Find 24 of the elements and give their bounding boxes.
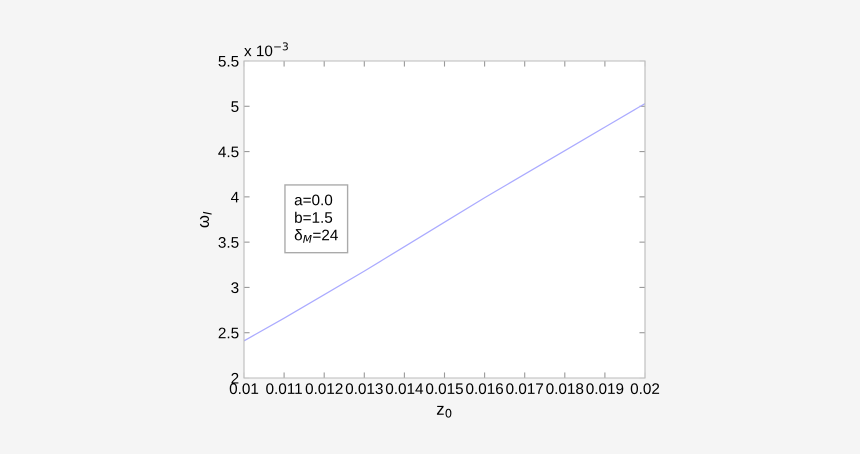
text: x 10$^{−3}$ bbox=[244, 42, 288, 56]
y-tick-label: 5.5 bbox=[218, 56, 238, 67]
x-tick-label: 0.012 bbox=[306, 383, 343, 394]
line-series bbox=[244, 102, 645, 342]
x-tick-label: 0.01 bbox=[230, 383, 258, 394]
annotation: a=0.0 b=1.5 δ$_{M}$=24 bbox=[294, 194, 338, 243]
x-axis-title: z$_{0}$ bbox=[436, 406, 452, 418]
x-tick-label: 0.014 bbox=[386, 383, 424, 394]
x-tick-label: 0.013 bbox=[346, 383, 383, 394]
x-tick-label: 0.011 bbox=[266, 383, 302, 394]
x-tick-label: 0.016 bbox=[466, 383, 504, 394]
y-tick-label: 4.5 bbox=[218, 146, 238, 158]
x-tick-label: 0.015 bbox=[426, 383, 463, 394]
y-tick-label: 2.5 bbox=[218, 328, 238, 338]
y-tick-label: 2 bbox=[231, 372, 238, 384]
y-tick-label: 3 bbox=[231, 282, 238, 294]
y-tick-label: 3.5 bbox=[218, 237, 238, 248]
y-tick-label: 5 bbox=[231, 101, 238, 112]
x-tick-label: 0.019 bbox=[586, 383, 624, 394]
y-axis-title: ω$_{I}$ bbox=[200, 212, 212, 228]
x-tick-label: 0.02 bbox=[630, 383, 660, 394]
x-tick-label: 0.017 bbox=[506, 383, 544, 394]
y-tick-label: 4 bbox=[230, 192, 239, 202]
x-tick-label: 0.018 bbox=[546, 383, 584, 394]
